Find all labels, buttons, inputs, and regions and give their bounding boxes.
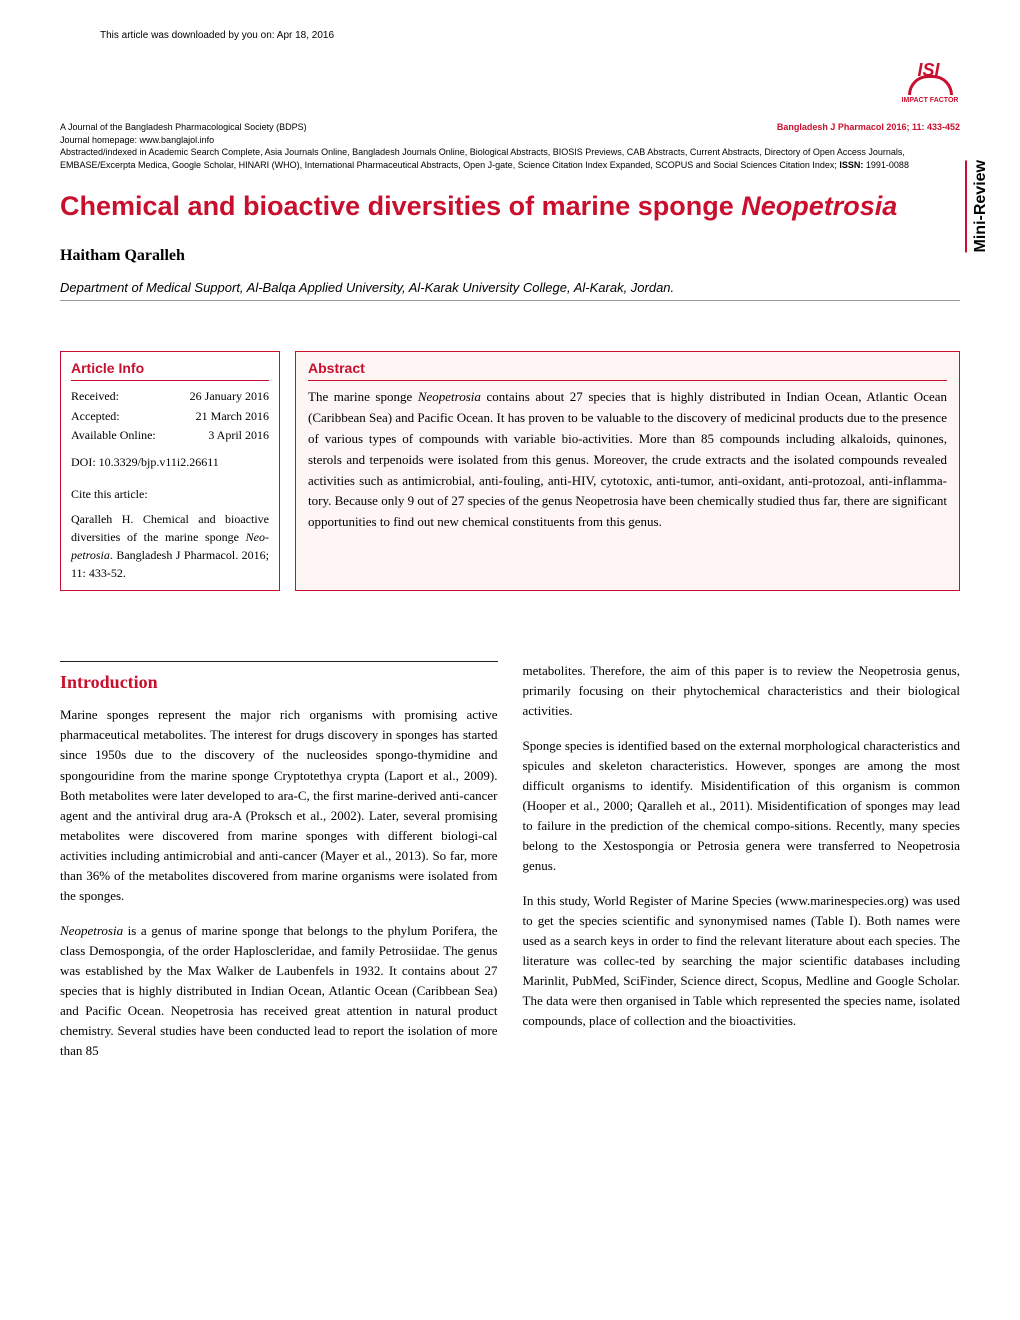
introduction-title: Introduction bbox=[60, 661, 498, 693]
intro-col2-p2: Sponge species is identified based on th… bbox=[523, 736, 961, 877]
issn-label: ISSN: bbox=[839, 160, 863, 170]
title-italic: Neopetrosia bbox=[741, 191, 897, 221]
isi-logo-icon: ISI bbox=[908, 60, 953, 95]
download-info: This article was downloaded by you on: A… bbox=[100, 30, 960, 41]
available-date: 3 April 2016 bbox=[208, 426, 269, 445]
logo-subtitle: IMPACT FACTOR bbox=[902, 97, 959, 104]
title-main: Chemical and bioactive diversities of ma… bbox=[60, 191, 741, 221]
mini-review-label: Mini-Review bbox=[965, 160, 990, 252]
intro-para-1: Marine sponges represent the major rich … bbox=[60, 705, 498, 906]
abstract-box: Abstract The marine sponge Neopetrosia c… bbox=[295, 351, 960, 591]
article-info-title: Article Info bbox=[71, 360, 269, 381]
journal-homepage: Journal homepage: www.banglajol.info bbox=[60, 134, 960, 147]
abstract-species: Neopetrosia bbox=[418, 389, 481, 404]
abstract-text: The marine sponge Neopetrosia contains a… bbox=[308, 387, 947, 533]
info-abstract-row: Article Info Received: 26 January 2016 A… bbox=[60, 351, 960, 591]
logo: ISI IMPACT FACTOR bbox=[900, 60, 960, 110]
cite-header: Cite this article: bbox=[71, 487, 269, 502]
article-title: Chemical and bioactive diversities of ma… bbox=[60, 191, 960, 222]
author-affiliation: Department of Medical Support, Al-Balqa … bbox=[60, 280, 960, 301]
abstract-title: Abstract bbox=[308, 360, 947, 381]
accepted-label: Accepted: bbox=[71, 407, 120, 426]
journal-society: A Journal of the Bangladesh Pharmacologi… bbox=[60, 121, 307, 134]
logo-arc-icon bbox=[908, 75, 953, 95]
intro-para-2: Neopetrosia is a genus of marine sponge … bbox=[60, 921, 498, 1062]
citation-start: Qaralleh H. Chemical and bioactive diver… bbox=[71, 512, 269, 544]
column-right: metabolites. Therefore, the aim of this … bbox=[523, 661, 961, 1075]
column-left: Introduction Marine sponges represent th… bbox=[60, 661, 498, 1075]
journal-indexing: Abstracted/indexed in Academic Search Co… bbox=[60, 147, 905, 170]
received-label: Received: bbox=[71, 387, 119, 406]
intro-col2-p3: In this study, World Register of Marine … bbox=[523, 891, 961, 1032]
citation-text: Qaralleh H. Chemical and bioactive diver… bbox=[71, 510, 269, 582]
journal-header: A Journal of the Bangladesh Pharmacologi… bbox=[60, 121, 960, 171]
available-label: Available Online: bbox=[71, 426, 156, 445]
intro-col2-p1: metabolites. Therefore, the aim of this … bbox=[523, 661, 961, 721]
abstract-p1: The marine sponge bbox=[308, 389, 418, 404]
body-columns: Introduction Marine sponges represent th… bbox=[60, 661, 960, 1075]
intro-p2-text: is a genus of marine sponge that belongs… bbox=[60, 923, 498, 1059]
intro-p2-genus: Neopetrosia bbox=[60, 923, 123, 938]
received-date: 26 January 2016 bbox=[190, 387, 269, 406]
issn-value: 1991-0088 bbox=[863, 160, 909, 170]
accepted-date: 21 March 2016 bbox=[196, 407, 269, 426]
journal-reference: Bangladesh J Pharmacol 2016; 11: 433-452 bbox=[777, 121, 960, 134]
abstract-p2: contains about 27 species that is highly… bbox=[308, 389, 947, 529]
doi: DOI: 10.3329/bjp.v11i2.26611 bbox=[71, 453, 269, 472]
author-name: Haitham Qaralleh bbox=[60, 247, 960, 265]
article-info-box: Article Info Received: 26 January 2016 A… bbox=[60, 351, 280, 591]
